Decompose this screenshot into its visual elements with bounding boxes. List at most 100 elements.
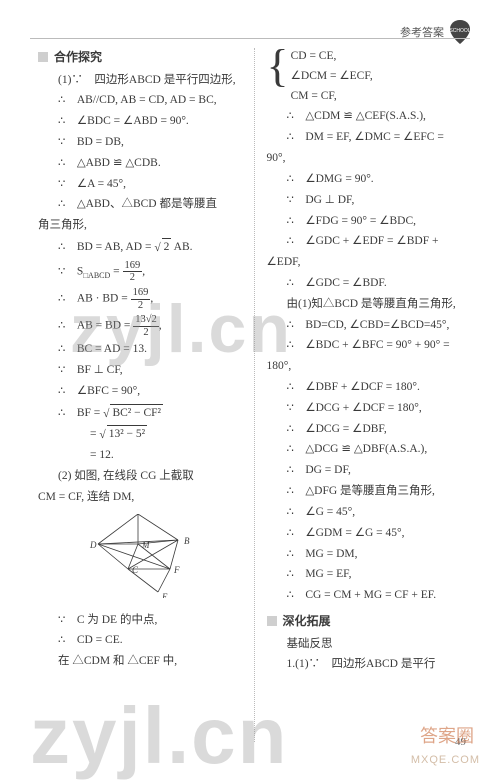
- text: =: [110, 266, 122, 278]
- math-line: ∴ ∠FDG = 90° = ∠BDC,: [267, 213, 471, 231]
- math-line: ∵ C 为 DE 的中点,: [38, 612, 242, 630]
- math-line: ∴ AB · BD = 1692,: [38, 287, 242, 311]
- left-brace-icon: {: [267, 48, 289, 85]
- math-line: ∴ ∠GDC + ∠EDF = ∠BDF +: [267, 233, 471, 251]
- right-column: { CD = CE, ∠DCM = ∠ECF, CM = CF, ∴ △CDM …: [267, 48, 471, 742]
- math-line: ∴ ∠DBF + ∠DCF = 180°.: [267, 379, 471, 397]
- fraction: 13√22: [133, 314, 159, 338]
- text: =: [90, 428, 99, 440]
- numerator: 169: [123, 260, 143, 273]
- text: ∴ BD = AB, AD =: [58, 241, 154, 253]
- left-column: 合作探究 (1)∵ 四边形ABCD 是平行四边形, ∴ AB//CD, AB =…: [38, 48, 242, 742]
- subsection-jichu: 基础反思: [267, 636, 471, 654]
- math-line: ∠EDF,: [267, 254, 471, 272]
- math-line: ∴ △DFG 是等腰直角三角形,: [267, 483, 471, 501]
- math-line: 1.(1)∵ 四边形ABCD 是平行: [267, 656, 471, 674]
- math-line: ∴ ∠G = 45°,: [267, 504, 471, 522]
- math-line: ∵ BD = DB,: [38, 134, 242, 152]
- math-line: ∴ MG = DM,: [267, 546, 471, 564]
- math-line: ∴ BD = AB, AD = √2 AB.: [38, 238, 242, 257]
- svg-text:F: F: [173, 565, 180, 575]
- math-line: ∵ DG ⊥ DF,: [267, 192, 471, 210]
- column-divider: [254, 48, 255, 742]
- numerator: 13√2: [133, 314, 159, 327]
- math-line: = √13² − 5²: [38, 425, 242, 444]
- square-bullet-icon: [267, 616, 277, 626]
- math-line: 90°,: [267, 150, 471, 168]
- math-line: ∵ BF ⊥ CF,: [38, 362, 242, 380]
- sqrt-body: 2: [162, 238, 172, 257]
- math-line: ∴ △ABD ≌ △CDB.: [38, 155, 242, 173]
- math-line: ∵ ∠A = 45°,: [38, 176, 242, 194]
- math-line: CM = CF, 连结 DM,: [38, 489, 242, 507]
- math-line: ∴ ∠DMG = 90°.: [267, 171, 471, 189]
- math-line: (1)∵ 四边形ABCD 是平行四边形,: [38, 72, 242, 90]
- math-line: ∴ ∠BDC + ∠BFC = 90° + 90° =: [267, 337, 471, 355]
- math-line: ∴ ∠GDC = ∠BDF.: [267, 275, 471, 293]
- math-line: 角三角形,: [38, 217, 242, 235]
- math-line: ∠DCM = ∠ECF,: [291, 68, 373, 86]
- fraction: 1692: [131, 287, 151, 311]
- text: ∴ AB · BD =: [58, 293, 131, 305]
- header-rule: [30, 38, 470, 39]
- section-shenhua-title: 深化拓展: [283, 612, 331, 631]
- source-watermark: MXQE.COM: [411, 754, 480, 766]
- square-bullet-icon: [38, 52, 48, 62]
- text: ,: [159, 320, 162, 332]
- math-line: ∴ ∠GDM = ∠G = 45°,: [267, 525, 471, 543]
- math-line: ∴ BC = AD = 13.: [38, 341, 242, 359]
- page-number: 49: [455, 736, 466, 748]
- math-line: ∴ CD = CE.: [38, 632, 242, 650]
- math-line: ∴ △ABD、△BCD 都是等腰直: [38, 196, 242, 214]
- text: ,: [150, 293, 153, 305]
- math-line: ∴ △DCG ≌ △DBF(A.S.A.),: [267, 441, 471, 459]
- math-line: ∴ AB//CD, AB = CD, AD = BC,: [38, 92, 242, 110]
- svg-text:D: D: [89, 540, 97, 550]
- math-line: ∴ ∠DCG = ∠DBF,: [267, 421, 471, 439]
- sqrt-body: BC² − CF²: [110, 404, 163, 423]
- math-line: = 12.: [38, 447, 242, 465]
- math-line: ∴ CG = CM + MG = CF + EF.: [267, 587, 471, 605]
- sqrt-icon: √: [103, 406, 109, 424]
- denominator: 2: [141, 327, 150, 339]
- math-line: ∴ ∠BFC = 90°,: [38, 383, 242, 401]
- brace-system: { CD = CE, ∠DCM = ∠ECF, CM = CF,: [267, 48, 471, 105]
- svg-text:C: C: [132, 565, 139, 575]
- math-line: ∴ DG = DF,: [267, 462, 471, 480]
- math-line: ∴ DM = EF, ∠DMC = ∠EFC =: [267, 129, 471, 147]
- math-line: ∴ ∠BDC = ∠ABD = 90°.: [38, 113, 242, 131]
- text: AB.: [171, 241, 192, 253]
- denominator: 2: [128, 272, 137, 284]
- math-line: ∴ AB = BD = 13√22,: [38, 314, 242, 338]
- math-line: ∴ BD=CD, ∠CBD=∠BCD=45°,: [267, 317, 471, 335]
- math-line: ∴ BF = √BC² − CF²: [38, 404, 242, 423]
- school-pin-icon: SCHOOL: [450, 20, 470, 44]
- text: ∵ S: [58, 266, 83, 278]
- svg-text:M: M: [141, 540, 150, 550]
- content-columns: 合作探究 (1)∵ 四边形ABCD 是平行四边形, ∴ AB//CD, AB =…: [38, 48, 470, 742]
- section-hezuo: 合作探究: [38, 48, 242, 67]
- numerator: 169: [131, 287, 151, 300]
- fraction: 1692: [123, 260, 143, 284]
- text: ∴ AB = BD =: [58, 320, 133, 332]
- sqrt-body: 13² − 5²: [107, 425, 147, 444]
- math-line: ∴ MG = EF,: [267, 566, 471, 584]
- section-hezuo-title: 合作探究: [54, 48, 102, 67]
- geometry-diagram: GDMBCFE: [78, 514, 242, 605]
- denominator: 2: [136, 300, 145, 312]
- subscript: □ABCD: [83, 271, 110, 280]
- math-line: ∵ S□ABCD = 1692,: [38, 260, 242, 284]
- sqrt-icon: √: [154, 240, 160, 258]
- svg-text:B: B: [184, 536, 190, 546]
- math-line: ∵ ∠DCG + ∠DCF = 180°,: [267, 400, 471, 418]
- math-line: (2) 如图, 在线段 CG 上截取: [38, 468, 242, 486]
- text: ∴ BF =: [58, 407, 103, 419]
- math-line: CM = CF,: [291, 88, 373, 106]
- math-line: ∴ △CDM ≌ △CEF(S.A.S.),: [267, 108, 471, 126]
- math-line: 在 △CDM 和 △CEF 中,: [38, 653, 242, 671]
- section-shenhua: 深化拓展: [267, 612, 471, 631]
- svg-text:SCHOOL: SCHOOL: [450, 28, 470, 34]
- sqrt-icon: √: [99, 427, 105, 445]
- text: ,: [142, 266, 145, 278]
- math-line: CD = CE,: [291, 48, 373, 66]
